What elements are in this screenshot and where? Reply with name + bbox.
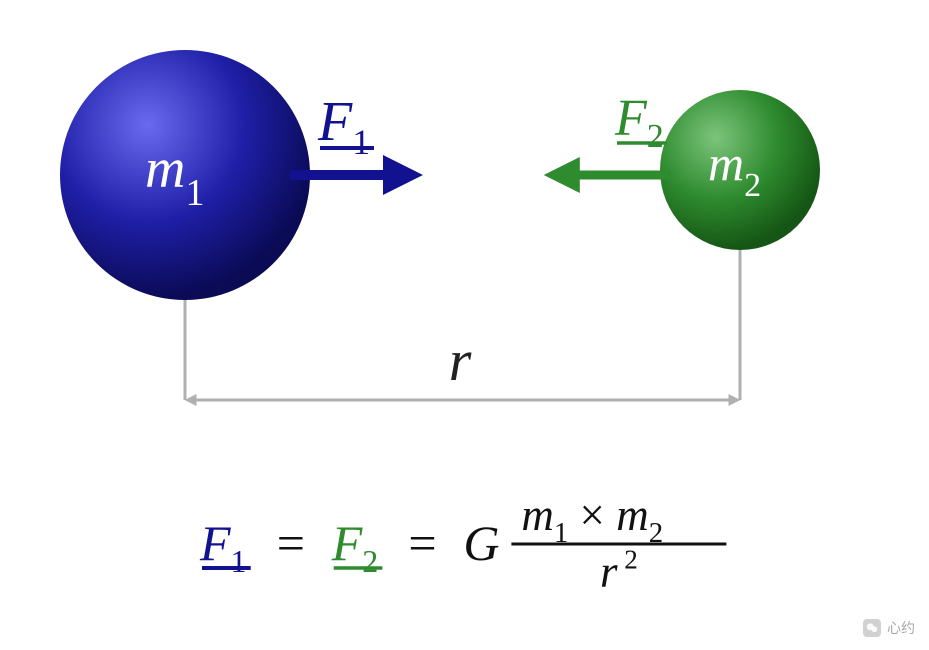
mass-1: m1 <box>60 50 310 300</box>
equation: F1=F2=Gm1 × m2r 2 <box>199 490 726 597</box>
force-2-arrow: F2 <box>560 90 670 175</box>
distance-indicator: r <box>185 250 740 400</box>
distance-label: r <box>449 328 472 393</box>
eq-equals-2: = <box>408 515 436 571</box>
eq-equals-1: = <box>277 515 305 571</box>
watermark: 心约 <box>863 618 915 638</box>
wechat-icon <box>863 619 881 637</box>
eq-numerator: m1 × m2 <box>521 490 663 549</box>
force-1-label: F1 <box>317 91 370 162</box>
watermark-text: 心约 <box>887 618 915 638</box>
eq-denominator: r 2 <box>600 545 638 597</box>
eq-g: G <box>463 515 499 571</box>
mass-2: m2 <box>660 90 820 250</box>
force-2-label: F2 <box>614 90 664 155</box>
